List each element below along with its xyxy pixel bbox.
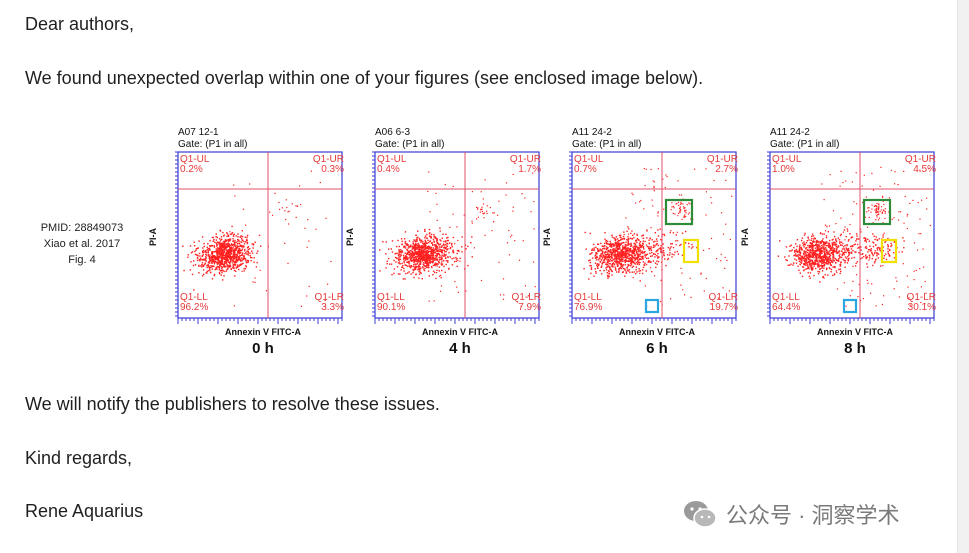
citation-authors: Xiao et al. 2017 bbox=[43, 238, 121, 250]
quadrant-ll-label: Q1-LL bbox=[574, 292, 602, 303]
panel-gate: Gate: (P1 in all) bbox=[770, 139, 840, 150]
scatter-dots bbox=[583, 168, 733, 308]
watermark-text: 公众号 · 洞察学术 bbox=[726, 503, 900, 528]
highlight-box bbox=[862, 198, 892, 226]
quadrant-lr-value: 19.7% bbox=[709, 302, 738, 313]
y-axis-label: PI-A bbox=[345, 228, 355, 246]
scatter-plot bbox=[767, 151, 935, 324]
time-label: 8 h bbox=[844, 340, 866, 357]
quadrant-ur-value: 4.5% bbox=[913, 164, 936, 175]
x-axis-label: Annexin V FITC-A bbox=[225, 327, 301, 337]
quadrant-lr-value: 7.9% bbox=[518, 302, 541, 313]
panel-gate: Gate: (P1 in all) bbox=[375, 139, 445, 150]
quadrant-lr-label: Q1-LR bbox=[314, 292, 344, 303]
watermark: 公众号 · 洞察学术 bbox=[682, 498, 900, 530]
quadrant-lr-label: Q1-LR bbox=[708, 292, 738, 303]
y-axis-label: PI-A bbox=[542, 228, 552, 246]
axis-ticks bbox=[767, 151, 935, 324]
highlight-box bbox=[842, 298, 858, 314]
quadrant-ur-value: 0.3% bbox=[321, 164, 344, 175]
panel-gate: Gate: (P1 in all) bbox=[572, 139, 642, 150]
plot-frame bbox=[571, 151, 737, 319]
notify-text: We will notify the publishers to resolve… bbox=[25, 394, 440, 414]
quadrant-ll-value: 96.2% bbox=[180, 302, 209, 313]
highlight-box bbox=[880, 238, 898, 264]
flow-panel: A06 6-3 Gate: (P1 in all) Q1-UL 0.4% Q1-… bbox=[345, 126, 545, 366]
quadrant-lr-label: Q1-LR bbox=[511, 292, 541, 303]
quadrant-ur-value: 1.7% bbox=[518, 164, 541, 175]
x-axis-label: Annexin V FITC-A bbox=[817, 327, 893, 337]
scatter-dots bbox=[182, 170, 332, 307]
quadrant-ur-label: Q1-UR bbox=[312, 154, 344, 165]
panel-sample: A11 24-2 bbox=[572, 127, 612, 138]
quadrant-ul-label: Q1-UL bbox=[772, 154, 802, 165]
scatter-dots bbox=[379, 171, 536, 307]
flow-panel: A07 12-1 Gate: (P1 in all) Q1-UL 0.2% Q1… bbox=[148, 126, 348, 366]
quadrant-ll-label: Q1-LL bbox=[377, 292, 405, 303]
quadrant-ul-label: Q1-UL bbox=[574, 154, 604, 165]
highlight-box bbox=[682, 238, 700, 264]
panel-sample: A06 6-3 bbox=[375, 127, 411, 138]
citation-fig: Fig. 4 bbox=[68, 254, 96, 266]
panel-gate: Gate: (P1 in all) bbox=[178, 139, 248, 150]
quadrant-ur-value: 2.7% bbox=[715, 164, 738, 175]
quadrant-ll-label: Q1-LL bbox=[772, 292, 800, 303]
quadrant-lr-label: Q1-LR bbox=[906, 292, 936, 303]
panel-sample: A11 24-2 bbox=[770, 127, 810, 138]
panel-sample: A07 12-1 bbox=[178, 127, 219, 138]
axis-ticks bbox=[175, 151, 343, 324]
quadrant-ul-label: Q1-UL bbox=[377, 154, 407, 165]
quadrant-ur-label: Q1-UR bbox=[509, 154, 541, 165]
axis-ticks bbox=[372, 151, 540, 324]
figure-citation: PMID: 28849073 Xiao et al. 2017 Fig. 4 bbox=[32, 220, 132, 268]
axis-ticks bbox=[569, 151, 737, 324]
quadrant-ll-value: 64.4% bbox=[772, 302, 801, 313]
scatter-plot bbox=[569, 151, 737, 324]
quadrant-ul-value: 1.0% bbox=[772, 164, 795, 175]
quadrant-ur-label: Q1-UR bbox=[904, 154, 936, 165]
highlight-box bbox=[644, 298, 660, 314]
scatter-dots bbox=[777, 166, 931, 307]
wechat-icon bbox=[684, 501, 717, 528]
quadrant-lr-value: 3.3% bbox=[321, 302, 344, 313]
flow-panel: A11 24-2 Gate: (P1 in all) Q1-UL 0.7% Q1… bbox=[542, 126, 742, 366]
quadrant-ll-value: 90.1% bbox=[377, 302, 406, 313]
y-axis-label: PI-A bbox=[740, 228, 750, 246]
quadrant-ul-value: 0.7% bbox=[574, 164, 597, 175]
highlight-box bbox=[664, 198, 694, 226]
enclosed-figure: PMID: 28849073 Xiao et al. 2017 Fig. 4 A… bbox=[0, 118, 957, 368]
time-label: 4 h bbox=[449, 340, 471, 357]
time-label: 6 h bbox=[646, 340, 668, 357]
scatter-plot bbox=[372, 151, 540, 324]
x-axis-label: Annexin V FITC-A bbox=[619, 327, 695, 337]
plot-frame bbox=[769, 151, 935, 319]
greeting-text: Dear authors, bbox=[25, 14, 135, 34]
scrollbar[interactable] bbox=[957, 0, 969, 553]
scatter-plot bbox=[175, 151, 343, 324]
citation-pmid: PMID: 28849073 bbox=[40, 222, 124, 234]
quadrant-ll-value: 76.9% bbox=[574, 302, 603, 313]
x-axis-label: Annexin V FITC-A bbox=[422, 327, 498, 337]
plot-frame bbox=[177, 151, 343, 319]
quadrant-ul-label: Q1-UL bbox=[180, 154, 210, 165]
signature-text: Rene Aquarius bbox=[25, 501, 144, 521]
quadrant-ul-value: 0.2% bbox=[180, 164, 203, 175]
quadrant-ll-label: Q1-LL bbox=[180, 292, 208, 303]
quadrant-ul-value: 0.4% bbox=[377, 164, 400, 175]
closing-text: Kind regards, bbox=[25, 448, 133, 468]
flow-panel: A11 24-2 Gate: (P1 in all) Q1-UL 1.0% Q1… bbox=[740, 126, 940, 366]
plot-frame bbox=[374, 151, 540, 319]
y-axis-label: PI-A bbox=[148, 228, 158, 246]
intro-text: We found unexpected overlap within one o… bbox=[25, 68, 704, 88]
quadrant-lr-value: 30.1% bbox=[907, 302, 936, 313]
quadrant-ur-label: Q1-UR bbox=[706, 154, 738, 165]
time-label: 0 h bbox=[252, 340, 274, 357]
